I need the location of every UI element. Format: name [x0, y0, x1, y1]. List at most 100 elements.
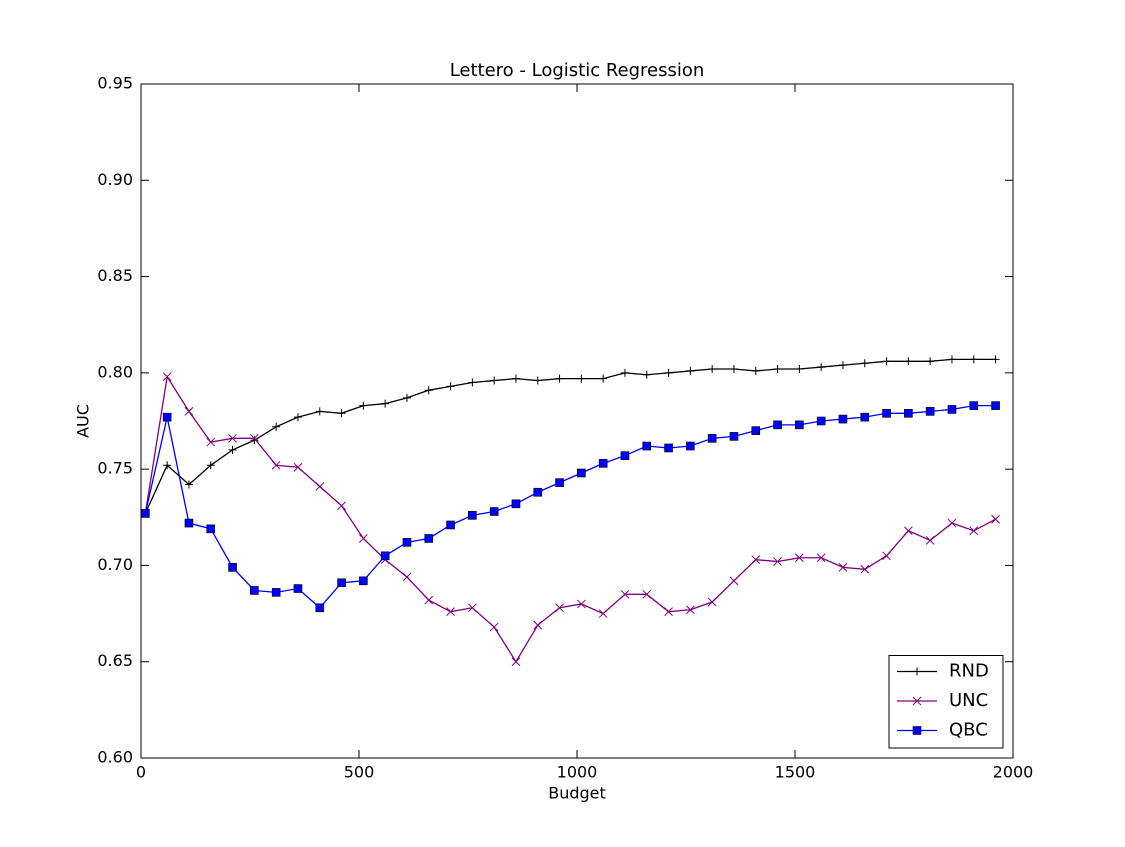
marker	[489, 622, 499, 632]
marker	[271, 460, 281, 470]
chart-title: Lettero - Logistic Regression	[450, 60, 705, 81]
marker	[315, 482, 325, 491]
series-line	[144, 358, 996, 514]
marker	[184, 518, 194, 528]
marker	[272, 422, 281, 431]
marker	[293, 584, 303, 593]
marker	[468, 511, 477, 520]
marker	[642, 589, 652, 599]
y-tick-label: 0.75	[97, 459, 133, 478]
marker	[424, 595, 434, 605]
marker	[228, 445, 237, 454]
marker	[620, 589, 630, 599]
x-axis-label: Budget	[548, 784, 606, 803]
marker	[250, 586, 259, 595]
marker	[337, 578, 346, 588]
marker	[925, 407, 935, 416]
marker	[577, 468, 586, 478]
marker	[228, 433, 237, 443]
marker	[402, 572, 412, 582]
marker	[206, 461, 215, 470]
marker	[860, 412, 870, 422]
y-tick-label: 0.85	[97, 266, 133, 285]
marker	[315, 603, 325, 613]
marker	[184, 407, 194, 416]
marker	[991, 355, 1000, 364]
marker	[882, 357, 891, 366]
marker	[533, 620, 543, 630]
marker	[511, 499, 521, 509]
marker	[598, 609, 608, 618]
y-tick-label: 0.95	[97, 74, 133, 93]
legend-label: QBC	[949, 720, 988, 741]
marker	[947, 355, 956, 364]
y-tick-label: 0.80	[97, 362, 133, 381]
marker	[729, 365, 738, 374]
marker	[991, 514, 1000, 524]
y-tick-label: 0.90	[97, 170, 133, 189]
marker	[162, 412, 172, 422]
x-tick-label: 500	[344, 763, 375, 782]
marker	[446, 520, 455, 530]
marker	[838, 563, 848, 572]
marker	[882, 408, 891, 418]
marker	[162, 372, 172, 382]
marker	[359, 401, 368, 410]
marker	[577, 599, 586, 609]
x-tick-label: 1000	[557, 763, 598, 782]
marker	[904, 408, 913, 418]
marker	[947, 518, 957, 528]
marker	[686, 441, 695, 451]
marker	[380, 551, 390, 561]
marker	[511, 374, 520, 383]
marker	[707, 597, 717, 607]
marker	[751, 426, 761, 435]
marker	[620, 451, 630, 460]
marker	[751, 555, 761, 565]
marker	[337, 501, 346, 511]
marker	[816, 553, 826, 563]
marker	[599, 374, 608, 383]
marker	[838, 361, 847, 370]
legend-marker	[913, 667, 921, 676]
marker	[751, 366, 760, 375]
marker	[773, 557, 782, 566]
legend-marker	[912, 726, 922, 735]
y-axis-label: AUC	[74, 404, 93, 438]
marker	[947, 405, 957, 414]
marker	[402, 538, 412, 547]
marker	[489, 507, 499, 516]
marker	[555, 478, 564, 487]
marker	[838, 414, 848, 424]
marker	[250, 436, 259, 445]
marker	[708, 365, 717, 374]
marker	[664, 368, 673, 377]
marker	[271, 588, 281, 597]
marker	[577, 374, 586, 383]
legend-label: RND	[949, 661, 989, 682]
marker	[555, 374, 564, 383]
legend-marker	[912, 696, 922, 706]
marker	[664, 443, 673, 453]
marker	[729, 432, 739, 441]
y-tick-label: 0.65	[97, 651, 133, 670]
marker	[642, 370, 651, 379]
marker	[969, 526, 979, 536]
marker	[882, 551, 891, 561]
marker	[795, 553, 804, 563]
marker	[707, 434, 717, 443]
marker	[533, 487, 543, 497]
x-tick-label: 0	[136, 763, 146, 782]
marker	[904, 357, 913, 366]
marker	[293, 413, 302, 422]
marker	[468, 378, 477, 387]
marker	[664, 607, 673, 616]
marker	[446, 607, 455, 616]
marker	[686, 605, 695, 615]
marker	[315, 407, 324, 416]
marker	[969, 355, 978, 364]
y-tick-label: 0.70	[97, 555, 133, 574]
marker	[773, 365, 782, 374]
marker	[969, 401, 979, 410]
